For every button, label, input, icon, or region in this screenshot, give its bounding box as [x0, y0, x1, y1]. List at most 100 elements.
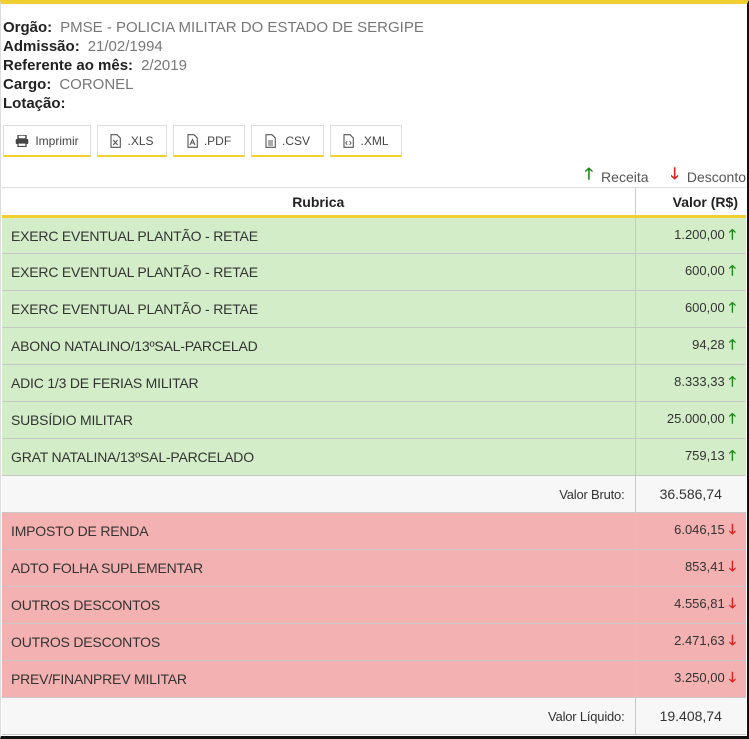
- value-cell: 853,41 🡓: [634, 549, 746, 587]
- excel-file-icon: [110, 133, 122, 148]
- value-cell: 3.250,00 🡓: [634, 660, 746, 698]
- table-row: EXERC EVENTUAL PLANTÃO - RETAE 1.200,00 🡑: [2, 216, 746, 254]
- employee-info: Orgão: PMSE - POLICIA MILITAR DO ESTADO D…: [3, 18, 424, 113]
- valor-bruto-label: Valor Bruto:: [2, 475, 635, 513]
- arrow-down-icon: 🡓: [728, 558, 736, 574]
- cargo-row: Cargo: CORONEL: [3, 75, 424, 94]
- rubrica-cell: SUBSÍDIO MILITAR: [2, 401, 635, 439]
- table-row: ABONO NATALINO/13ºSAL-PARCELAD 94,28 🡑: [2, 327, 746, 365]
- print-button[interactable]: Imprimir: [3, 125, 91, 157]
- table-row: EXERC EVENTUAL PLANTÃO - RETAE 600,00 🡑: [2, 253, 746, 291]
- arrow-up-icon: 🡑: [728, 262, 736, 278]
- xls-label: .XLS: [127, 133, 154, 148]
- arrow-up-icon: 🡑: [728, 225, 736, 242]
- rubrica-cell: OUTROS DESCONTOS: [2, 586, 635, 624]
- valor-liquido-value: 19.408,74: [634, 697, 746, 735]
- print-label: Imprimir: [35, 133, 79, 148]
- column-valor: Valor (R$): [634, 187, 746, 218]
- table-header: Rubrica Valor (R$): [2, 187, 746, 218]
- legend-desconto: Desconto: [686, 168, 746, 185]
- export-xml-button[interactable]: .XML: [330, 125, 402, 157]
- valor-bruto-row: Valor Bruto: 36.586,74: [2, 475, 746, 513]
- value-cell: 94,28 🡑: [634, 327, 746, 365]
- xml-label: .XML: [360, 133, 389, 148]
- arrow-up-icon: 🡑: [728, 447, 736, 463]
- orgao-label: Orgão:: [3, 19, 53, 36]
- value-text: 8.333,33: [674, 374, 725, 389]
- export-csv-button[interactable]: .CSV: [251, 125, 324, 157]
- referente-row: Referente ao mês: 2/2019: [3, 56, 424, 75]
- arrow-up-icon: 🡑: [728, 299, 736, 315]
- value-text: 2.471,63: [674, 633, 725, 648]
- value-text: 759,13: [684, 448, 725, 463]
- valor-liquido-row: Valor Líquido: 19.408,74: [2, 697, 746, 735]
- table-row: ADIC 1/3 DE FERIAS MILITAR 8.333,33 🡑: [2, 364, 746, 402]
- export-pdf-button[interactable]: .PDF: [173, 125, 245, 157]
- printer-icon: [16, 134, 29, 147]
- arrow-up-icon: 🡑: [728, 336, 736, 352]
- value-text: 1.200,00: [674, 226, 725, 242]
- value-cell: 1.200,00 🡑: [634, 216, 746, 254]
- code-file-icon: [343, 133, 355, 148]
- lotacao-row: Lotação:: [3, 94, 424, 113]
- orgao-value: PMSE - POLICIA MILITAR DO ESTADO DE SERG…: [60, 19, 424, 36]
- arrow-down-icon: 🡓: [670, 166, 679, 183]
- rubrica-cell: PREV/FINANPREV MILITAR: [2, 660, 635, 698]
- rubrica-cell: OUTROS DESCONTOS: [2, 623, 635, 661]
- table-row: OUTROS DESCONTOS 4.556,81 🡓: [2, 586, 746, 624]
- value-text: 94,28: [692, 337, 725, 352]
- arrow-up-icon: 🡑: [584, 166, 594, 183]
- rubrica-cell: ABONO NATALINO/13ºSAL-PARCELAD: [2, 327, 635, 365]
- cargo-value: CORONEL: [59, 76, 134, 93]
- value-cell: 6.046,15 🡓: [634, 512, 746, 550]
- arrow-up-icon: 🡑: [728, 410, 736, 426]
- table-row: GRAT NATALINA/13ºSAL-PARCELADO 759,13 🡑: [2, 438, 746, 476]
- orgao-row: Orgão: PMSE - POLICIA MILITAR DO ESTADO D…: [3, 18, 424, 37]
- value-cell: 25.000,00 🡑: [634, 401, 746, 439]
- csv-label: .CSV: [281, 133, 310, 148]
- referente-value: 2/2019: [141, 57, 187, 74]
- arrow-up-icon: 🡑: [728, 373, 736, 389]
- rubrica-cell: EXERC EVENTUAL PLANTÃO - RETAE: [2, 216, 635, 254]
- payroll-table: Rubrica Valor (R$) EXERC EVENTUAL PLANTÃ…: [2, 187, 746, 735]
- rubrica-cell: ADIC 1/3 DE FERIAS MILITAR: [2, 364, 635, 402]
- value-text: 600,00: [684, 300, 725, 315]
- table-row: PREV/FINANPREV MILITAR 3.250,00 🡓: [2, 660, 746, 698]
- arrow-down-icon: 🡓: [728, 521, 736, 537]
- arrow-down-icon: 🡓: [728, 669, 736, 685]
- legend: 🡑 Receita 🡓 Desconto: [585, 163, 746, 190]
- arrow-down-icon: 🡓: [728, 632, 736, 648]
- rubrica-cell: GRAT NATALINA/13ºSAL-PARCELADO: [2, 438, 635, 476]
- admissao-label: Admissão:: [3, 38, 80, 55]
- rubrica-cell: EXERC EVENTUAL PLANTÃO - RETAE: [2, 290, 635, 328]
- valor-bruto-value: 36.586,74: [634, 475, 746, 513]
- lotacao-label: Lotação:: [3, 95, 66, 112]
- pdf-label: .PDF: [203, 133, 232, 148]
- table-row: OUTROS DESCONTOS 2.471,63 🡓: [2, 623, 746, 661]
- rubrica-cell: IMPOSTO DE RENDA: [2, 512, 635, 550]
- table-row: ADTO FOLHA SUPLEMENTAR 853,41 🡓: [2, 549, 746, 587]
- value-cell: 600,00 🡑: [634, 253, 746, 291]
- value-text: 3.250,00: [674, 670, 725, 685]
- export-toolbar: Imprimir .XLS .PDF .CSV .XML: [3, 125, 402, 157]
- value-text: 25.000,00: [666, 411, 725, 426]
- rubrica-cell: EXERC EVENTUAL PLANTÃO - RETAE: [2, 253, 635, 291]
- value-cell: 600,00 🡑: [634, 290, 746, 328]
- table-row: SUBSÍDIO MILITAR 25.000,00 🡑: [2, 401, 746, 439]
- value-cell: 4.556,81 🡓: [634, 586, 746, 624]
- column-rubrica: Rubrica: [2, 187, 635, 218]
- export-xls-button[interactable]: .XLS: [97, 125, 167, 157]
- legend-receita: Receita: [601, 168, 649, 185]
- cargo-label: Cargo:: [3, 76, 52, 93]
- value-text: 853,41: [684, 559, 725, 574]
- value-text: 600,00: [684, 263, 725, 278]
- value-cell: 759,13 🡑: [634, 438, 746, 476]
- value-text: 4.556,81: [674, 596, 725, 611]
- table-row: EXERC EVENTUAL PLANTÃO - RETAE 600,00 🡑: [2, 290, 746, 328]
- value-text: 6.046,15: [674, 522, 725, 537]
- text-file-icon: [265, 133, 276, 148]
- valor-liquido-label: Valor Líquido:: [2, 697, 635, 735]
- arrow-down-icon: 🡓: [728, 595, 736, 611]
- admissao-row: Admissão: 21/02/1994: [3, 37, 424, 56]
